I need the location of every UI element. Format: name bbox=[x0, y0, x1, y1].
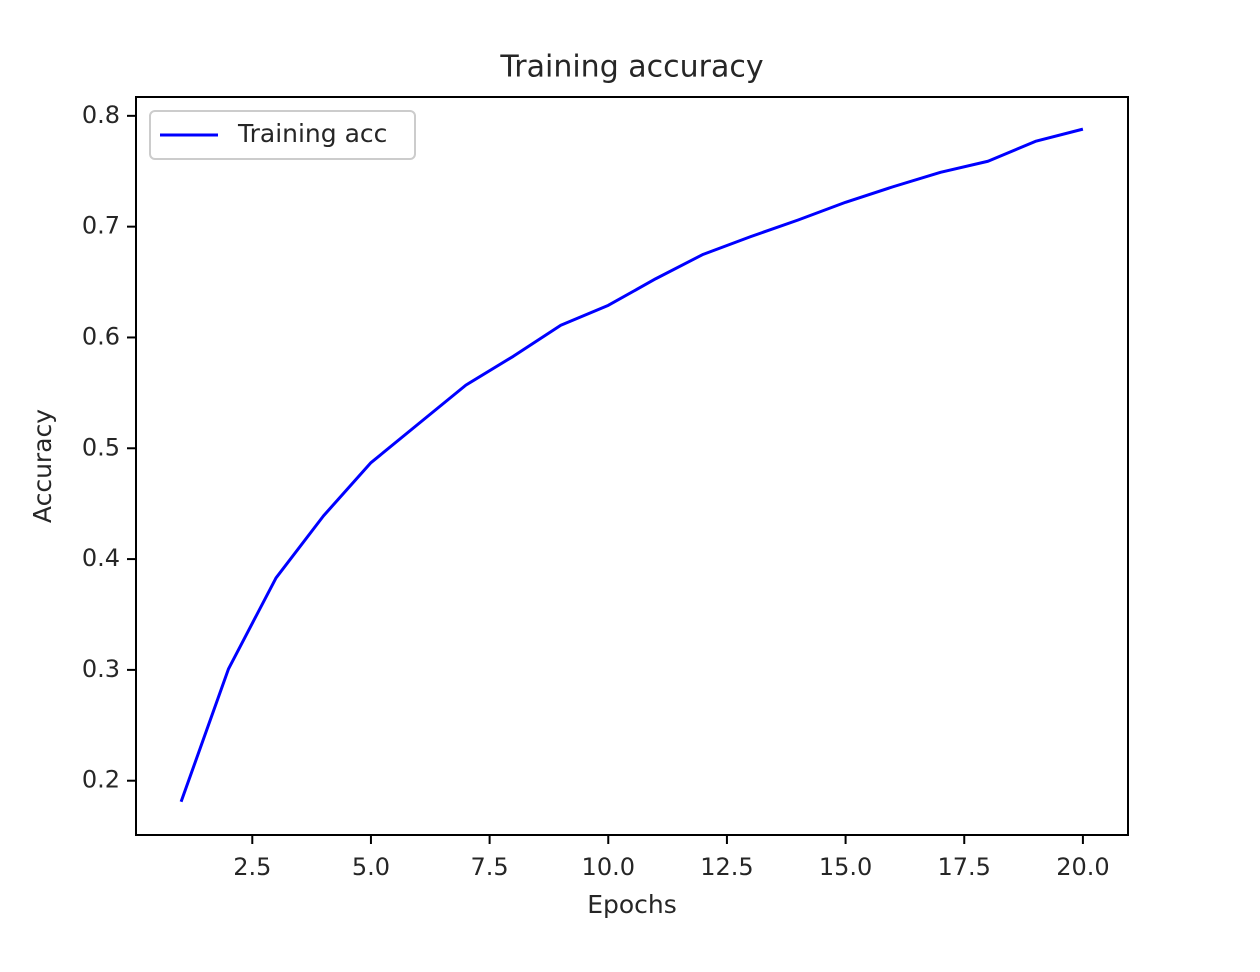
x-tick-label: 5.0 bbox=[352, 853, 390, 881]
x-tick-label: 10.0 bbox=[582, 853, 635, 881]
y-tick-label: 0.5 bbox=[82, 433, 120, 461]
y-tick-label: 0.6 bbox=[82, 322, 120, 350]
x-tick-label: 7.5 bbox=[471, 853, 509, 881]
x-tick-label: 2.5 bbox=[233, 853, 271, 881]
x-tick-label: 20.0 bbox=[1056, 853, 1109, 881]
x-tick-label: 12.5 bbox=[700, 853, 753, 881]
chart-title: Training accuracy bbox=[499, 50, 763, 85]
legend-box bbox=[149, 110, 416, 160]
y-axis-label: Accuracy bbox=[28, 409, 57, 523]
data-line bbox=[179, 127, 1084, 803]
y-tick-label: 0.4 bbox=[82, 544, 120, 572]
y-tick-label: 0.2 bbox=[82, 766, 120, 794]
y-tick-label: 0.8 bbox=[82, 101, 120, 129]
y-tick-label: 0.7 bbox=[82, 212, 120, 240]
legend-label: Training acc bbox=[237, 119, 387, 148]
x-tick-label: 17.5 bbox=[938, 853, 991, 881]
x-tick-label: 15.0 bbox=[819, 853, 872, 881]
y-tick-label: 0.3 bbox=[82, 655, 120, 683]
plot-frame bbox=[135, 96, 1129, 836]
x-axis-label: Epochs bbox=[587, 890, 677, 919]
